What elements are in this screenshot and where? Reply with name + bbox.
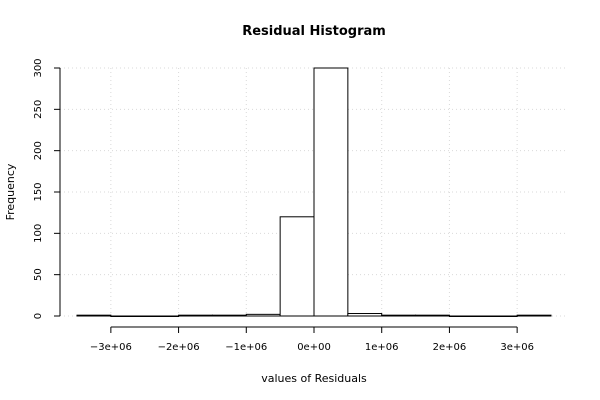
histogram-bar bbox=[482, 315, 518, 317]
y-axis: 0 50 100 150 200 250 300 bbox=[33, 58, 61, 319]
chart-title: Residual Histogram bbox=[242, 24, 386, 39]
x-tick-label: 1e+06 bbox=[365, 342, 399, 353]
histogram-bar bbox=[211, 314, 247, 317]
y-tick-label: 150 bbox=[33, 182, 44, 201]
histogram-bar bbox=[381, 314, 417, 317]
y-tick-label: 250 bbox=[33, 100, 44, 119]
x-axis-label: values of Residuals bbox=[261, 372, 367, 385]
histogram-bar bbox=[347, 313, 383, 317]
histogram-bar bbox=[313, 67, 349, 317]
bars-layer bbox=[76, 67, 552, 317]
x-tick-label: −3e+06 bbox=[90, 342, 132, 353]
histogram-bar bbox=[516, 314, 552, 317]
x-tick-label: −2e+06 bbox=[158, 342, 200, 353]
histogram-bar bbox=[279, 216, 315, 317]
y-tick-label: 300 bbox=[33, 58, 44, 77]
x-axis: −3e+06 −2e+06 −1e+06 0e+00 1e+06 2e+06 3e+06 bbox=[90, 326, 534, 353]
y-tick-label: 50 bbox=[33, 268, 44, 281]
x-tick-label: −1e+06 bbox=[225, 342, 267, 353]
y-axis-label: Frequency bbox=[4, 163, 17, 220]
x-tick-label: 3e+06 bbox=[500, 342, 534, 353]
histogram-bar bbox=[448, 315, 484, 317]
histogram-bar bbox=[110, 315, 146, 317]
histogram-bar bbox=[178, 314, 213, 317]
grid-layer bbox=[60, 67, 568, 317]
y-tick-label: 200 bbox=[33, 141, 44, 160]
histogram-bar bbox=[144, 315, 180, 317]
y-tick-label: 100 bbox=[33, 224, 44, 243]
histogram-bar bbox=[76, 314, 112, 317]
histogram-bar bbox=[415, 314, 450, 317]
y-tick-label: 0 bbox=[33, 313, 44, 319]
histogram-bar bbox=[245, 313, 281, 317]
x-tick-label: 2e+06 bbox=[433, 342, 467, 353]
x-tick-label: 0e+00 bbox=[297, 342, 331, 353]
